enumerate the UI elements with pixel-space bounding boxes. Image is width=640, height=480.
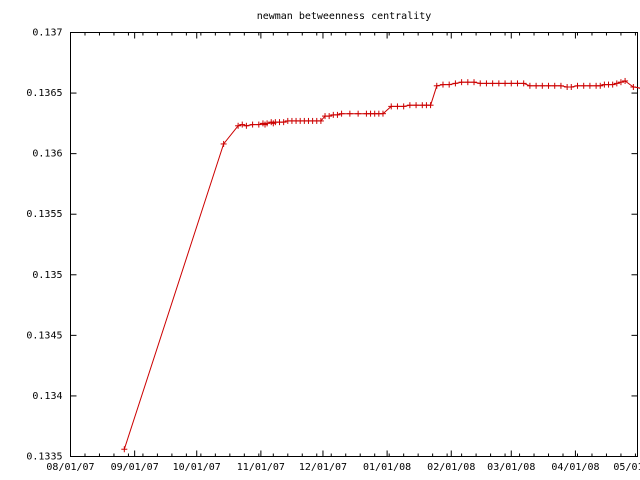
axes: 0.1335 0.134 0.1345 0.135 0.1355 0.136 0.1365 0… xyxy=(26,28,640,474)
data-point xyxy=(617,79,624,86)
data-point xyxy=(280,119,287,126)
data-point xyxy=(379,110,386,117)
plot-frame xyxy=(70,32,638,457)
series-line xyxy=(123,80,640,450)
data-point xyxy=(249,121,256,128)
data-point xyxy=(355,110,362,117)
data-point xyxy=(439,81,446,88)
data-point xyxy=(413,102,420,109)
data-point xyxy=(255,121,262,128)
x-tick-label: 05/01/08 xyxy=(613,462,640,473)
data-point xyxy=(483,80,490,87)
x-tick-label: 09/01/07 xyxy=(111,462,159,473)
data-point xyxy=(388,103,395,110)
data-point xyxy=(243,122,250,129)
data-point xyxy=(545,82,552,89)
data-point xyxy=(235,122,242,129)
data-point xyxy=(338,110,345,117)
data-point xyxy=(539,82,546,89)
data-point xyxy=(239,121,246,128)
data-point xyxy=(609,81,616,88)
data-point xyxy=(220,140,227,147)
y-tick-label: 0.134 xyxy=(32,391,62,402)
x-tick-label: 11/01/07 xyxy=(237,462,285,473)
data-point xyxy=(551,82,558,89)
data-point xyxy=(326,113,333,120)
x-tick-label: 03/01/08 xyxy=(487,462,535,473)
x-tick-label: 04/01/08 xyxy=(551,462,599,473)
chart-title: newman betweenness centrality xyxy=(257,11,432,22)
data-point xyxy=(264,120,271,127)
data-point xyxy=(514,80,521,87)
data-point xyxy=(526,82,533,89)
data-point xyxy=(597,82,604,89)
data-point xyxy=(458,79,465,86)
data-point xyxy=(406,102,413,109)
data-point xyxy=(613,80,620,87)
y-tick-label: 0.1335 xyxy=(26,452,62,463)
data-point xyxy=(533,82,540,89)
data-point xyxy=(520,80,527,87)
data-point xyxy=(586,82,593,89)
data-point xyxy=(121,446,128,453)
data-point xyxy=(346,110,353,117)
data-point xyxy=(334,111,341,118)
y-tick-label: 0.1365 xyxy=(26,88,62,99)
data-point xyxy=(557,82,564,89)
x-tick-label: 12/01/07 xyxy=(299,462,347,473)
data-point xyxy=(489,80,496,87)
data-point xyxy=(574,82,581,89)
data-point xyxy=(433,82,440,89)
y-tick-label: 0.135 xyxy=(32,270,62,281)
data-point xyxy=(400,103,407,110)
y-tick-label: 0.137 xyxy=(32,28,62,39)
x-tick-label: 08/01/07 xyxy=(46,462,94,473)
y-tick-label: 0.1355 xyxy=(26,209,62,220)
data-point xyxy=(630,84,637,91)
data-point xyxy=(452,80,459,87)
data-point xyxy=(477,80,484,87)
x-tick-label: 10/01/07 xyxy=(173,462,221,473)
data-point xyxy=(502,80,509,87)
data-point xyxy=(508,80,515,87)
data-point xyxy=(580,82,587,89)
x-tick-label: 02/01/08 xyxy=(427,462,475,473)
data-point xyxy=(394,103,401,110)
data-point xyxy=(495,80,502,87)
y-tick-label: 0.136 xyxy=(32,149,62,160)
data-point xyxy=(446,81,453,88)
data-point xyxy=(471,79,478,86)
data-point xyxy=(622,77,629,84)
x-tick-label: 01/01/08 xyxy=(363,462,411,473)
data-point xyxy=(427,102,434,109)
data-point xyxy=(317,117,324,124)
data-point xyxy=(568,84,575,91)
y-tick-label: 0.1345 xyxy=(26,330,62,341)
series-group xyxy=(121,77,640,453)
data-point xyxy=(464,79,471,86)
